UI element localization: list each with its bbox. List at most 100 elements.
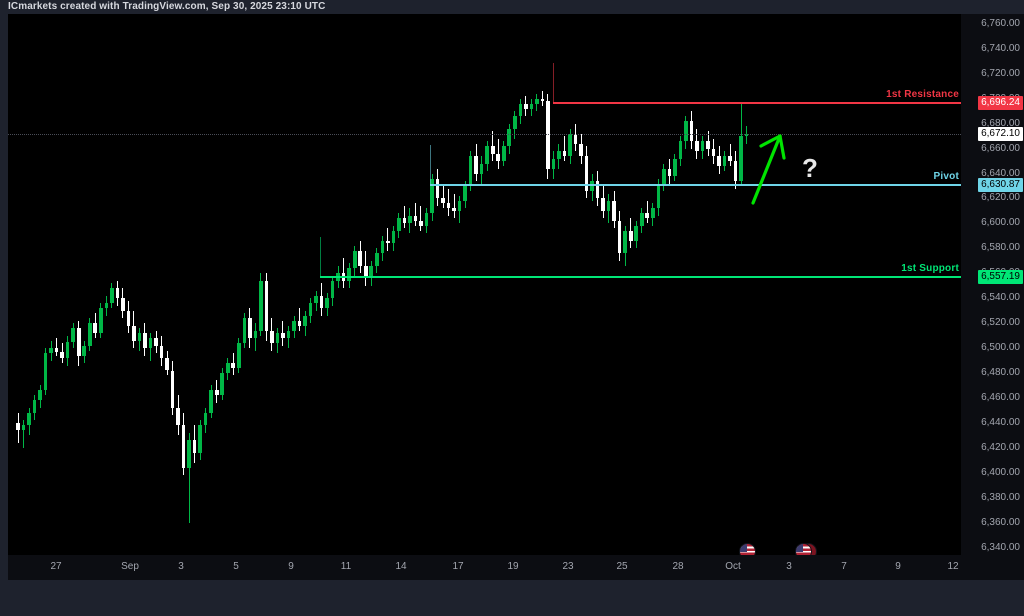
candle-body (623, 230, 627, 254)
time-tick-label: 12 (947, 561, 959, 572)
price-tick-label: 6,740.00 (981, 42, 1020, 54)
candle-body (198, 425, 202, 453)
candle-body (159, 345, 164, 359)
up-arrow-annotation[interactable] (744, 114, 792, 210)
candle-wick (448, 188, 450, 216)
footer-bar: TradingView (0, 580, 1024, 616)
level-anchor (430, 144, 431, 185)
price-tag-current-price[interactable]: 6,672.10 (978, 126, 1023, 141)
candle-body (303, 315, 307, 326)
candle-body (181, 425, 186, 468)
candle-body (87, 323, 92, 346)
candle-wick (414, 203, 416, 226)
price-tick-label: 6,640.00 (981, 167, 1020, 179)
candle-body (214, 390, 219, 396)
candle-body (275, 333, 280, 344)
candle-body (65, 341, 70, 359)
candle-body (281, 333, 285, 339)
candle-body (27, 412, 31, 426)
candle-wick (729, 143, 731, 167)
candle-body (546, 101, 550, 169)
candle-body (590, 181, 594, 191)
candle-body (441, 198, 445, 204)
price-tick-label: 6,660.00 (981, 142, 1020, 154)
price-tick-label: 6,500.00 (981, 342, 1020, 354)
candle-body (203, 412, 208, 426)
candle-body (104, 303, 109, 309)
candle-body (490, 146, 495, 154)
candle-body (529, 103, 534, 109)
question-mark-annotation[interactable]: ? (802, 153, 818, 183)
candle-body (667, 168, 672, 177)
candle-body (43, 353, 48, 391)
chart-plot-area[interactable]: 1st Resistance Pivot 1st Support ? (8, 14, 961, 555)
candle-body (535, 98, 539, 104)
price-axis[interactable]: 6,760.006,740.006,720.006,700.006,680.00… (961, 14, 1024, 555)
candle-wick (282, 320, 284, 346)
candle-body (71, 328, 75, 342)
candle-wick (646, 200, 648, 224)
candle-body (330, 280, 335, 299)
candle-wick (188, 432, 190, 523)
candle-body (662, 168, 666, 184)
price-tag-pivot[interactable]: 6,630.87 (978, 177, 1023, 192)
candle-body (259, 280, 263, 331)
candle-body (110, 288, 114, 304)
level-line-1st-resistance[interactable] (553, 102, 961, 105)
level-line-1st-support[interactable] (320, 275, 961, 278)
candle-body (452, 208, 456, 211)
candle-body (435, 178, 440, 199)
candle-body (187, 440, 191, 468)
candle-body (584, 156, 589, 191)
candle-body (595, 181, 600, 199)
candle-body (54, 348, 59, 352)
time-tick-label: 14 (395, 561, 407, 572)
candle-body (93, 323, 98, 334)
flag-canton (740, 544, 747, 552)
price-tag-1st-resistance[interactable]: 6,696.24 (978, 96, 1023, 111)
candle-body (248, 318, 252, 339)
candle-body (728, 156, 732, 162)
candle-body (573, 133, 578, 144)
candle-body (352, 250, 357, 269)
level-label-1st-resistance: 1st Resistance (886, 89, 959, 101)
candle-body (82, 345, 87, 356)
candle-wick (453, 193, 455, 219)
level-line-pivot[interactable] (430, 183, 961, 186)
price-tick-label: 6,620.00 (981, 192, 1020, 204)
candle-body (457, 200, 462, 211)
time-axis[interactable]: 27 Sep 3 5 9 11 14 17 19 23 25 28 Oct 3 7 9 12 (8, 555, 1024, 580)
time-tick-label: 17 (452, 561, 464, 572)
time-tick-label: 9 (895, 561, 901, 572)
candle-body (651, 208, 655, 219)
candle-body (121, 298, 125, 311)
candle-body (739, 136, 743, 182)
candle-body (154, 338, 158, 346)
candle-body (38, 390, 42, 401)
candle-body (606, 200, 611, 211)
candle-body (137, 333, 142, 341)
price-tick-label: 6,400.00 (981, 466, 1020, 478)
candle-wick (442, 183, 444, 209)
candle-body (231, 363, 236, 369)
candle-body (733, 161, 738, 182)
us-economic-event-marker[interactable] (739, 543, 756, 555)
candle-body (143, 333, 147, 349)
candle-body (524, 103, 528, 109)
us-economic-event-marker-group[interactable] (795, 543, 812, 555)
candle-body (380, 240, 385, 254)
candle-body (695, 141, 699, 152)
price-tick-label: 6,520.00 (981, 317, 1020, 329)
price-tick-label: 6,420.00 (981, 441, 1020, 453)
candle-body (628, 230, 633, 241)
candle-body (562, 151, 567, 157)
candle-body (209, 390, 213, 413)
left-gutter (0, 14, 8, 580)
price-tag-1st-support[interactable]: 6,557.19 (978, 269, 1023, 284)
time-tick-label: 25 (616, 561, 628, 572)
candle-body (397, 218, 401, 231)
level-label-1st-support: 1st Support (901, 262, 959, 274)
us-flag-icon (740, 544, 755, 555)
candle-body (722, 156, 727, 167)
